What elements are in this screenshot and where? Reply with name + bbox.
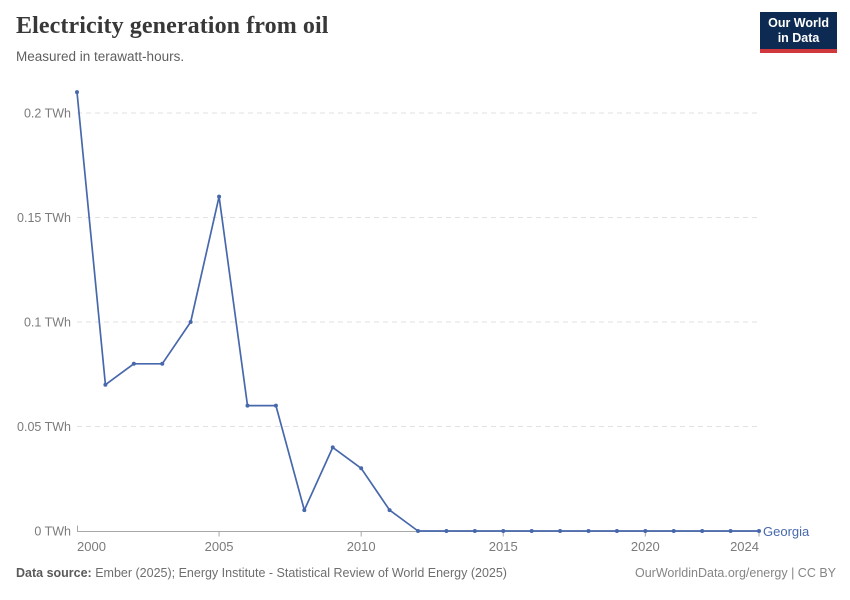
data-point-marker[interactable] <box>558 529 563 533</box>
data-point-marker[interactable] <box>160 361 165 366</box>
x-axis-tick-label: 2015 <box>489 539 518 554</box>
data-point-marker[interactable] <box>245 403 250 408</box>
series-line-georgia[interactable] <box>76 91 760 532</box>
data-point-marker[interactable] <box>273 403 278 408</box>
data-point-marker[interactable] <box>416 529 420 533</box>
data-source-label: Data source: <box>16 566 92 580</box>
y-axis-tick-label: 0.15 TWh <box>17 211 71 225</box>
data-point-marker[interactable] <box>700 529 705 533</box>
x-axis-tick-label: 2024 <box>730 539 759 554</box>
data-point-marker[interactable] <box>757 529 761 533</box>
owid-logo[interactable]: Our World in Data <box>760 12 837 53</box>
data-point-marker[interactable] <box>671 529 676 533</box>
x-axis-tick-label: 2005 <box>205 539 234 554</box>
x-axis-tick-label: 2020 <box>631 539 660 554</box>
data-point-marker[interactable] <box>75 90 79 95</box>
owid-logo-line2: in Data <box>777 31 820 45</box>
chart-subtitle: Measured in terawatt-hours. <box>16 49 185 64</box>
y-axis-tick-label: 0.1 TWh <box>24 316 71 330</box>
y-axis-tick-label: 0 TWh <box>34 525 71 539</box>
data-point-marker[interactable] <box>330 445 335 450</box>
data-source-note: Data source: Ember (2025); Energy Instit… <box>16 566 507 580</box>
data-point-marker[interactable] <box>586 529 591 533</box>
data-point-marker[interactable] <box>643 529 648 533</box>
license-credit-link[interactable]: OurWorldinData.org/energy | CC BY <box>634 566 836 580</box>
data-point-marker[interactable] <box>614 529 619 533</box>
data-point-marker[interactable] <box>188 320 193 324</box>
data-point-marker[interactable] <box>217 194 222 199</box>
data-source-text: Ember (2025); Energy Institute - Statist… <box>91 566 507 580</box>
y-axis-tick-label: 0.05 TWh <box>17 420 71 434</box>
owid-logo-line1: Our World <box>768 16 829 30</box>
x-axis-tick-label: 2000 <box>77 539 106 554</box>
x-axis-tick-label: 2010 <box>347 539 376 554</box>
data-point-marker[interactable] <box>529 529 534 533</box>
data-point-marker[interactable] <box>728 529 733 533</box>
data-point-marker[interactable] <box>472 529 477 533</box>
chart-title: Electricity generation from oil <box>16 13 329 39</box>
data-point-marker[interactable] <box>359 466 364 471</box>
data-point-marker[interactable] <box>103 382 108 387</box>
y-axis-tick-label: 0.2 TWh <box>24 107 71 121</box>
data-point-marker[interactable] <box>131 361 136 366</box>
data-point-marker[interactable] <box>387 508 392 513</box>
data-point-marker[interactable] <box>302 508 307 513</box>
data-point-marker[interactable] <box>444 529 449 533</box>
chart-footer: Data source: Ember (2025); Energy Instit… <box>16 566 836 580</box>
data-point-marker[interactable] <box>501 529 506 533</box>
series-label-georgia[interactable]: Georgia <box>763 524 810 539</box>
